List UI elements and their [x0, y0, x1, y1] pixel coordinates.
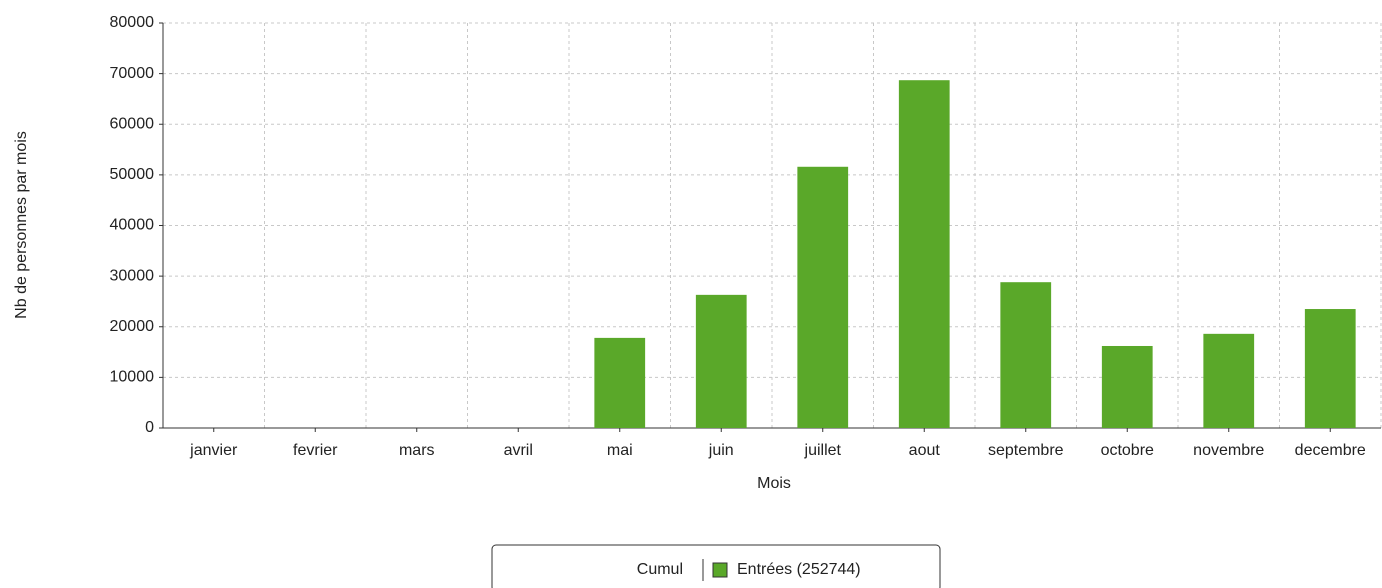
y-axis-label: Nb de personnes par mois	[13, 131, 30, 319]
x-tick-label: septembre	[988, 442, 1064, 459]
x-tick-label: octobre	[1101, 442, 1154, 459]
y-tick-label: 0	[145, 419, 154, 436]
y-tick-label: 40000	[110, 217, 155, 234]
y-tick-label: 50000	[110, 166, 155, 183]
legend-title: Cumul	[637, 561, 683, 578]
x-tick-label: fevrier	[293, 442, 338, 459]
legend-swatch	[712, 562, 728, 578]
y-tick-label: 10000	[110, 369, 155, 386]
y-tick-label: 80000	[110, 14, 155, 31]
bar	[695, 294, 747, 428]
bar	[1304, 309, 1356, 428]
x-tick-label: juin	[708, 442, 734, 459]
y-tick-label: 30000	[110, 267, 155, 284]
x-tick-label: mars	[399, 442, 435, 459]
x-tick-label: mai	[607, 442, 633, 459]
y-tick-label: 20000	[110, 318, 155, 335]
x-tick-label: juillet	[804, 442, 842, 459]
x-tick-label: avril	[504, 442, 533, 459]
x-tick-label: novembre	[1193, 442, 1264, 459]
bar	[1000, 282, 1052, 428]
bar	[1101, 345, 1153, 428]
bar	[594, 337, 646, 428]
x-tick-label: aout	[909, 442, 941, 459]
y-tick-label: 70000	[110, 65, 155, 82]
bar	[797, 166, 849, 428]
x-tick-label: decembre	[1295, 442, 1366, 459]
x-axis-label: Mois	[757, 475, 791, 492]
bar	[1203, 333, 1255, 428]
bar	[898, 80, 950, 429]
legend-label: Entrées (252744)	[737, 561, 861, 578]
y-tick-label: 60000	[110, 115, 155, 132]
x-tick-label: janvier	[189, 442, 238, 459]
